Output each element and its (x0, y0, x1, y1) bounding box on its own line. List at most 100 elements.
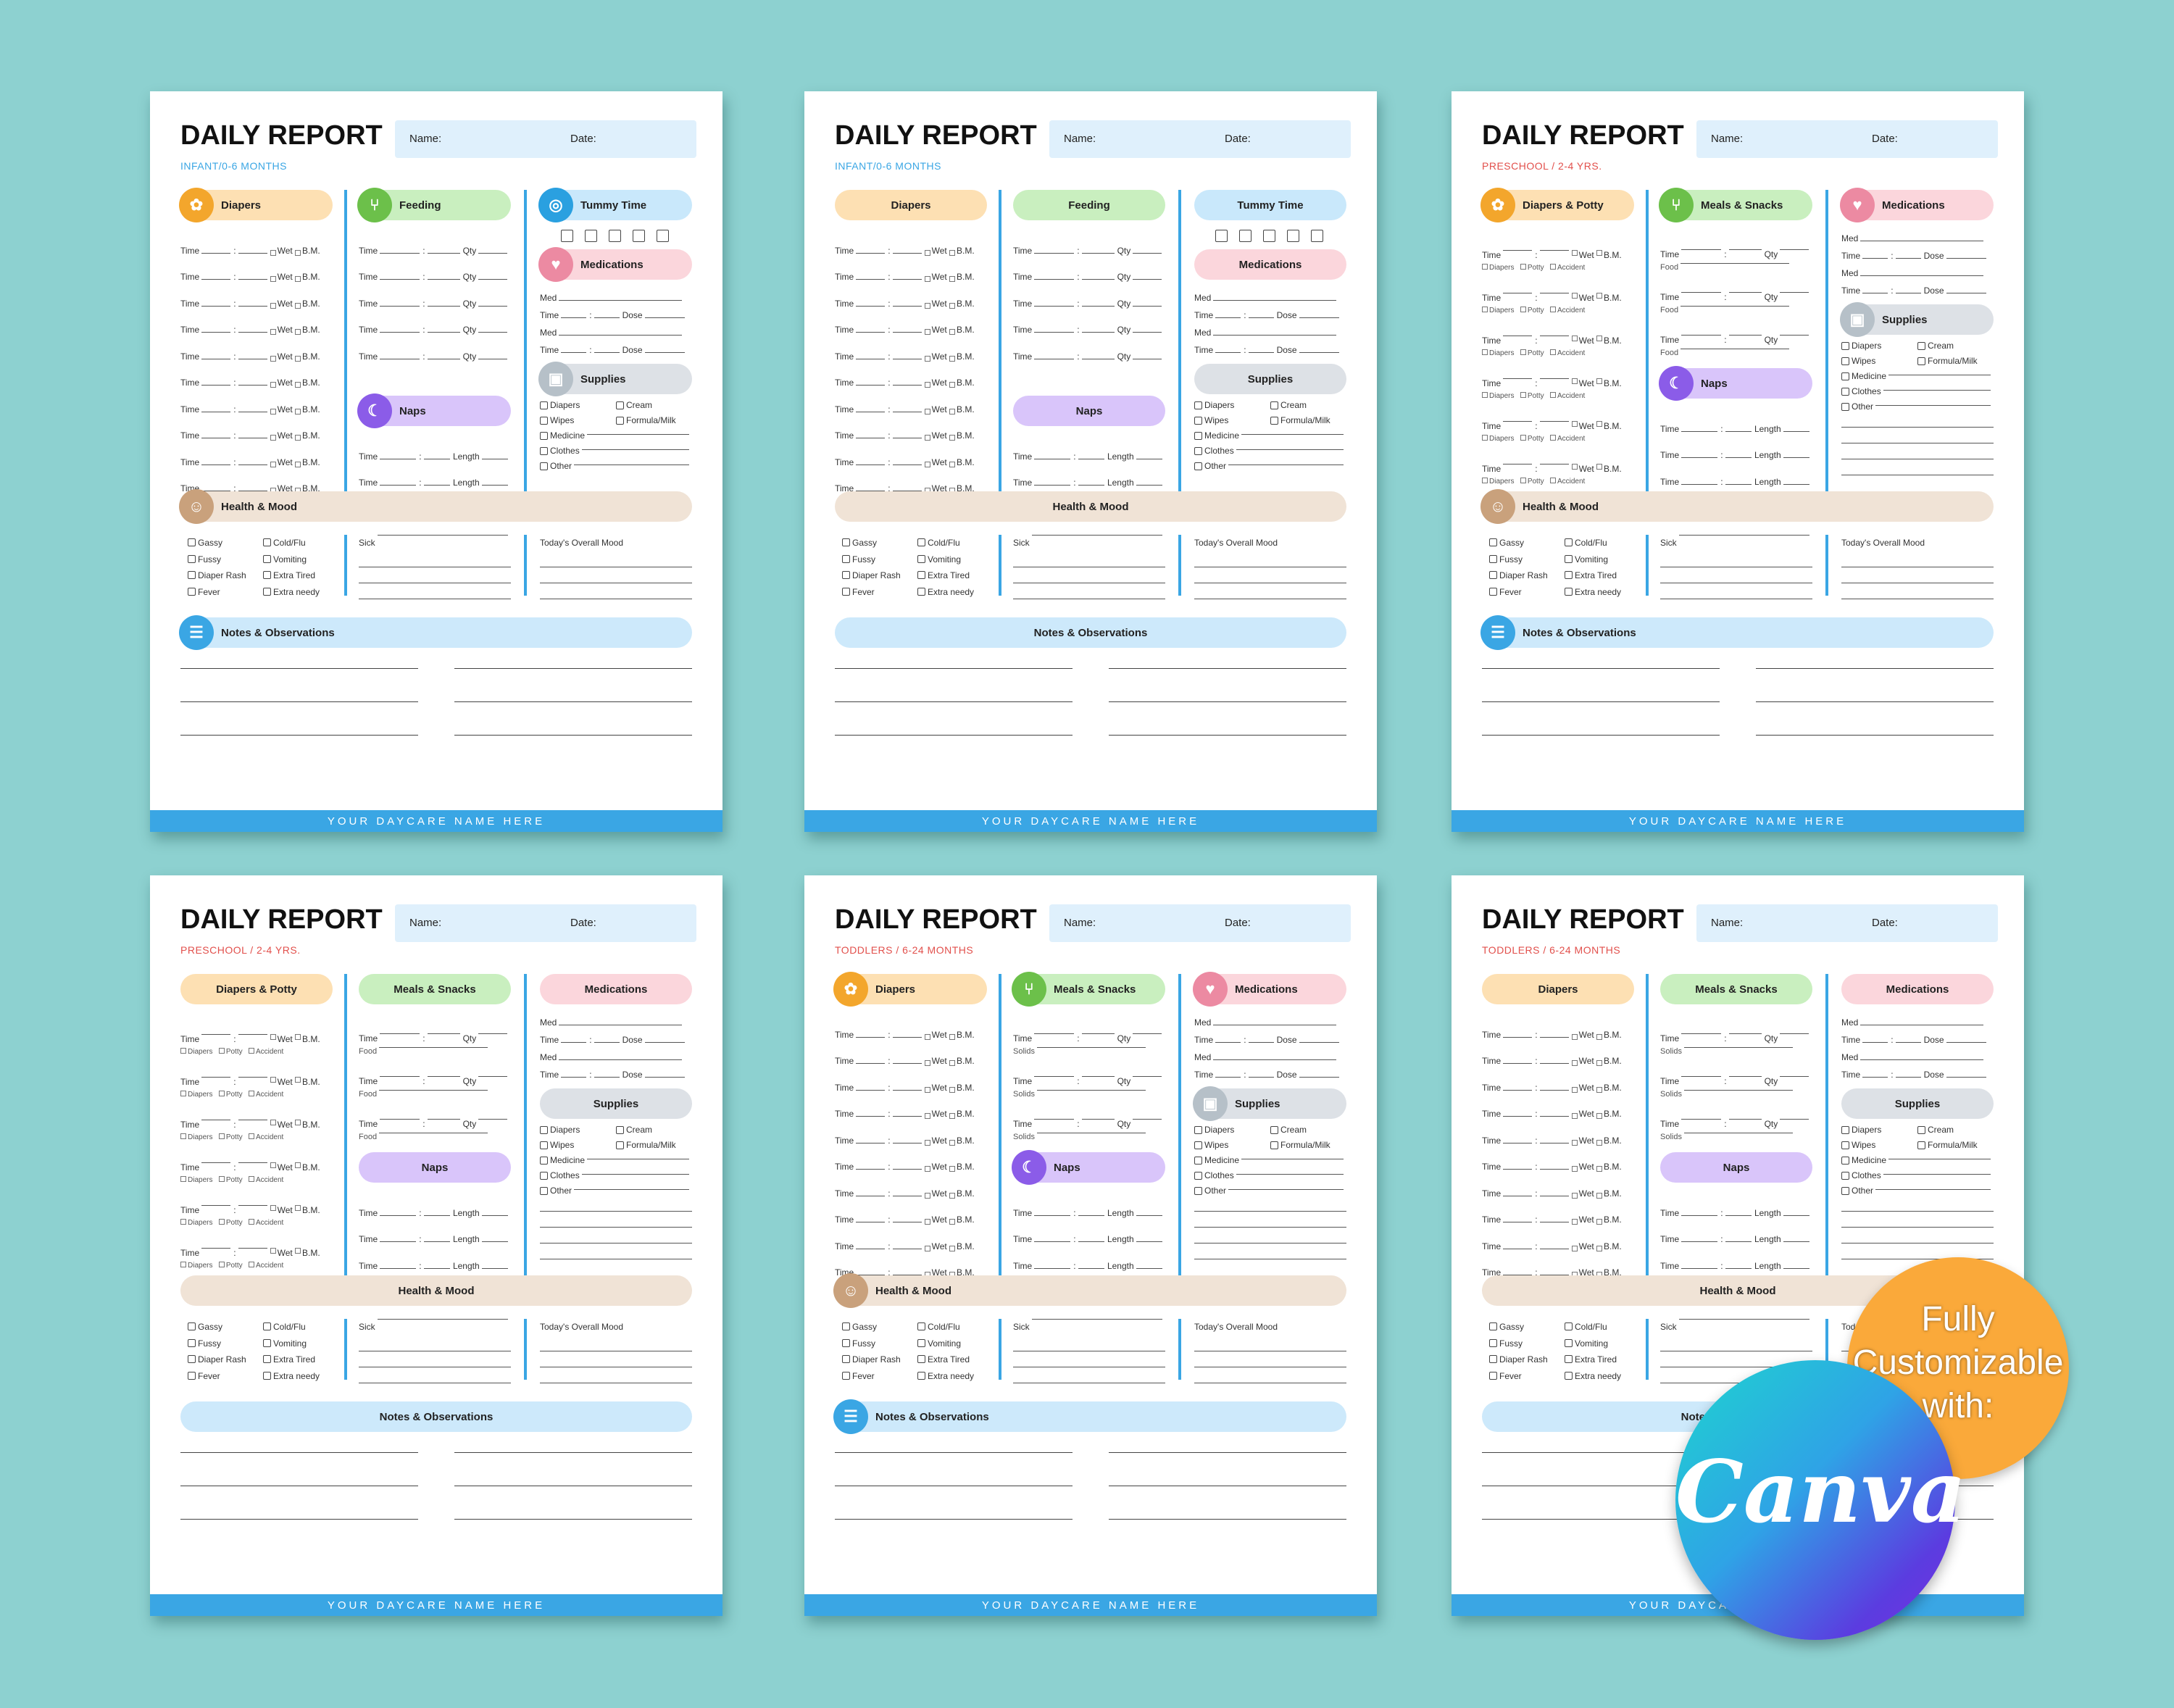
write-line[interactable] (1078, 1267, 1104, 1269)
checkbox[interactable] (1489, 587, 1497, 596)
write-line[interactable] (238, 1034, 267, 1035)
name-date-field[interactable]: Name: Date: (1049, 904, 1351, 942)
write-line[interactable] (1895, 1077, 1921, 1078)
notes-line[interactable] (180, 1452, 418, 1453)
checkbox[interactable] (1520, 392, 1526, 398)
write-line[interactable] (856, 1063, 886, 1064)
notes-line[interactable] (1482, 1519, 1720, 1520)
write-line[interactable] (1215, 317, 1241, 318)
write-line[interactable] (856, 1169, 886, 1170)
write-line[interactable] (1725, 1241, 1752, 1242)
notes-line[interactable] (1756, 668, 1994, 669)
checkbox[interactable] (1596, 336, 1603, 341)
write-line[interactable] (1681, 335, 1722, 336)
checkbox[interactable] (616, 416, 624, 425)
write-line[interactable] (1136, 1267, 1162, 1269)
write-line[interactable] (1841, 459, 1994, 475)
checkbox[interactable] (1287, 230, 1300, 242)
write-line[interactable] (1248, 317, 1274, 318)
write-line[interactable] (1783, 457, 1809, 458)
checkbox[interactable] (842, 1355, 850, 1363)
write-line[interactable] (540, 1351, 692, 1367)
write-line[interactable] (1725, 430, 1752, 432)
write-line[interactable] (1194, 1196, 1346, 1212)
write-line[interactable] (201, 332, 231, 333)
write-line[interactable] (1660, 583, 1812, 599)
checkbox[interactable] (917, 1322, 925, 1330)
checkbox[interactable] (263, 554, 271, 563)
write-line[interactable] (1783, 483, 1809, 485)
notes-line[interactable] (454, 701, 692, 702)
write-line[interactable] (1136, 485, 1162, 486)
checkbox[interactable] (248, 1133, 254, 1139)
checkbox[interactable] (1262, 230, 1275, 242)
checkbox[interactable] (180, 1048, 186, 1054)
write-line[interactable] (423, 1215, 450, 1216)
write-line[interactable] (574, 1189, 689, 1190)
write-line[interactable] (1883, 390, 1991, 391)
checkbox[interactable] (218, 1091, 225, 1096)
checkbox[interactable] (270, 276, 276, 282)
checkbox[interactable] (1549, 478, 1556, 483)
checkbox[interactable] (1596, 421, 1603, 427)
checkbox[interactable] (1549, 264, 1556, 270)
checkbox[interactable] (248, 1176, 254, 1182)
write-line[interactable] (1841, 1196, 1994, 1212)
write-line[interactable] (1780, 292, 1809, 293)
write-line[interactable] (481, 1267, 508, 1269)
checkbox[interactable] (270, 1248, 276, 1254)
checkbox[interactable] (295, 435, 301, 441)
checkbox[interactable] (270, 1120, 276, 1125)
checkbox[interactable] (1841, 1156, 1849, 1165)
checkbox[interactable] (949, 1139, 956, 1146)
write-line[interactable] (540, 1336, 692, 1351)
write-line[interactable] (1078, 485, 1104, 486)
checkbox[interactable] (1489, 571, 1497, 579)
write-line[interactable] (561, 352, 587, 353)
checkbox[interactable] (180, 1219, 186, 1225)
write-line[interactable] (1862, 258, 1888, 259)
checkbox[interactable] (188, 587, 196, 596)
checkbox[interactable] (1520, 264, 1526, 270)
write-line[interactable] (540, 551, 692, 567)
write-line[interactable] (1503, 250, 1533, 251)
checkbox[interactable] (924, 1219, 930, 1225)
write-line[interactable] (427, 252, 460, 254)
checkbox[interactable] (1482, 478, 1488, 483)
write-line[interactable] (1503, 1116, 1533, 1117)
write-line[interactable] (594, 352, 620, 353)
checkbox[interactable] (924, 435, 930, 441)
checkbox[interactable] (1565, 554, 1573, 563)
write-line[interactable] (856, 385, 886, 386)
write-line[interactable] (380, 485, 417, 486)
write-line[interactable] (561, 1042, 587, 1043)
checkbox[interactable] (1482, 392, 1488, 398)
write-line[interactable] (1780, 1076, 1809, 1077)
notes-line[interactable] (835, 701, 1073, 702)
checkbox[interactable] (1917, 1141, 1925, 1149)
checkbox[interactable] (1489, 1338, 1497, 1347)
checkbox[interactable] (1596, 378, 1603, 384)
checkbox[interactable] (1571, 1113, 1578, 1119)
write-line[interactable] (1034, 485, 1071, 486)
checkbox[interactable] (949, 408, 956, 414)
checkbox[interactable] (1194, 1186, 1202, 1195)
write-line[interactable] (856, 1036, 886, 1038)
write-line[interactable] (1681, 249, 1722, 250)
write-line[interactable] (481, 1241, 508, 1242)
write-line[interactable] (1133, 1076, 1162, 1077)
checkbox[interactable] (924, 1113, 930, 1119)
write-line[interactable] (427, 332, 460, 333)
write-line[interactable] (1194, 1228, 1346, 1243)
write-line[interactable] (1841, 583, 1994, 599)
write-line[interactable] (1034, 1033, 1075, 1034)
checkbox[interactable] (263, 1338, 271, 1347)
write-line[interactable] (478, 332, 508, 333)
write-line[interactable] (1248, 1077, 1274, 1078)
write-line[interactable] (1503, 1169, 1533, 1170)
write-line[interactable] (1503, 1089, 1533, 1091)
checkbox[interactable] (1571, 421, 1578, 427)
write-line[interactable] (540, 1228, 692, 1243)
checkbox[interactable] (1565, 1355, 1573, 1363)
write-line[interactable] (540, 1367, 692, 1383)
